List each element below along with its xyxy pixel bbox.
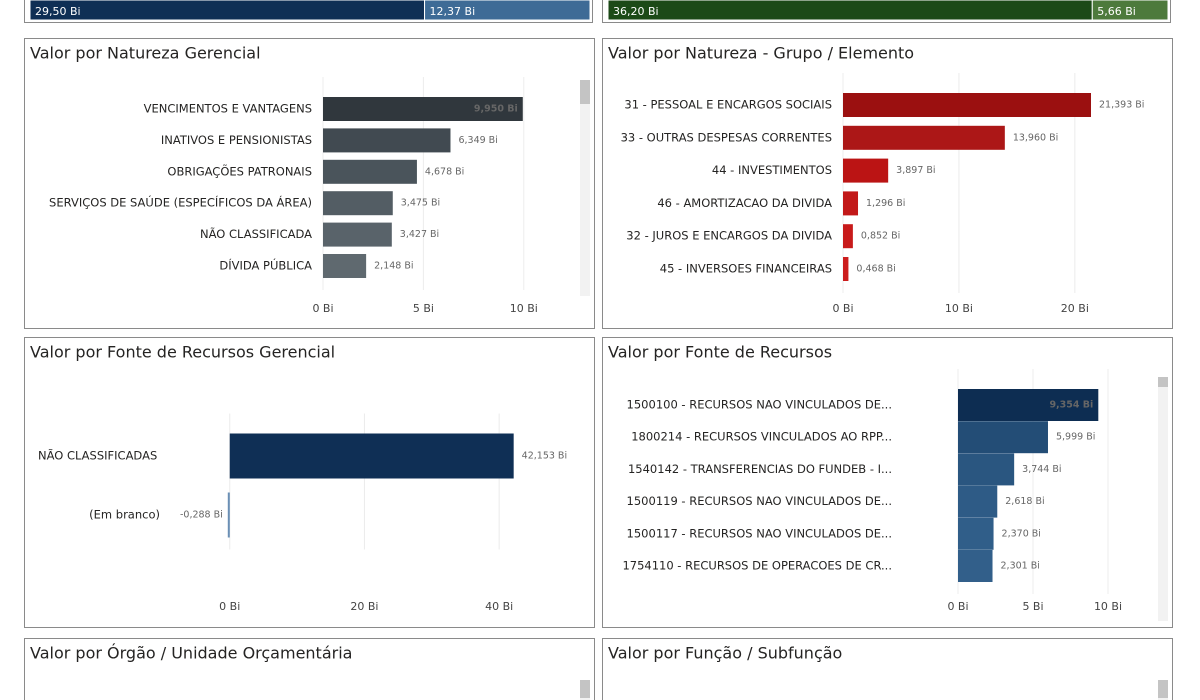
category-label: VENCIMENTOS E VANTAGENS	[144, 102, 312, 116]
value-label: 36,20 Bi	[613, 5, 659, 18]
category-label: 45 - INVERSOES FINANCEIRAS	[660, 262, 832, 276]
bar	[958, 389, 1099, 421]
x-tick-label: 0 Bi	[312, 302, 333, 315]
bar	[958, 421, 1048, 454]
x-tick-label: 40 Bi	[485, 600, 513, 613]
bar	[958, 550, 993, 582]
value-label: 13,960 Bi	[1013, 132, 1058, 143]
category-label: 1800214 - RECURSOS VINCULADOS AO RPP...	[631, 430, 892, 444]
x-tick-label: 5 Bi	[1022, 600, 1043, 613]
bar-segment	[607, 0, 1093, 21]
bar	[229, 433, 514, 479]
category-label: 46 - AMORTIZACAO DA DIVIDA	[657, 196, 832, 210]
panel	[602, 638, 1173, 700]
value-label: 21,393 Bi	[1099, 100, 1144, 111]
value-label: 3,427 Bi	[400, 229, 439, 240]
value-label: 3,897 Bi	[896, 165, 935, 176]
x-tick-label: 10 Bi	[1094, 600, 1122, 613]
value-label: 0,852 Bi	[861, 231, 900, 242]
value-label: 12,37 Bi	[430, 5, 476, 18]
value-label: 6,349 Bi	[458, 135, 497, 146]
category-label: 44 - INVESTIMENTOS	[712, 163, 832, 177]
value-label: 3,744 Bi	[1022, 464, 1061, 475]
bar	[323, 159, 417, 184]
category-label: 1754110 - RECURSOS DE OPERACOES DE CR...	[622, 559, 892, 573]
x-tick-label: 10 Bi	[945, 302, 973, 315]
bar	[323, 222, 392, 247]
category-label: 1500100 - RECURSOS NAO VINCULADOS DE...	[627, 398, 892, 412]
category-label: 1500119 - RECURSOS NAO VINCULADOS DE...	[627, 494, 892, 508]
bar	[323, 97, 523, 121]
bar	[843, 93, 1092, 117]
category-label: 1540142 - TRANSFERENCIAS DO FUNDEB - I..…	[628, 462, 892, 476]
value-label: 4,678 Bi	[425, 166, 464, 177]
category-label: INATIVOS E PENSIONISTAS	[161, 133, 312, 147]
bar	[958, 517, 994, 550]
panel	[24, 638, 595, 700]
bar	[958, 485, 998, 518]
value-label: 5,66 Bi	[1097, 5, 1136, 18]
scroll-thumb	[580, 680, 590, 698]
bar	[227, 492, 230, 538]
value-label: 2,301 Bi	[1001, 561, 1040, 572]
bar	[958, 453, 1015, 486]
scroll-thumb	[580, 80, 590, 104]
category-label: NÃO CLASSIFICADAS	[38, 448, 157, 463]
value-label: 5,999 Bi	[1056, 432, 1095, 443]
x-tick-label: 20 Bi	[1061, 302, 1089, 315]
bar	[843, 224, 853, 249]
value-label: 29,50 Bi	[35, 5, 81, 18]
category-label: 1500117 - RECURSOS NAO VINCULADOS DE...	[627, 526, 892, 540]
panel	[24, 38, 595, 329]
value-label: 1,296 Bi	[866, 198, 905, 209]
value-label: 2,618 Bi	[1005, 496, 1044, 507]
panel-title: Valor por Natureza - Grupo / Elemento	[608, 44, 914, 63]
category-label: SERVIÇOS DE SAÚDE (ESPECÍFICOS DA ÁREA)	[49, 195, 312, 210]
panel	[602, 337, 1173, 628]
x-tick-label: 5 Bi	[413, 302, 434, 315]
scroll-thumb	[1158, 680, 1168, 698]
bar	[323, 128, 451, 153]
panel-title: Valor por Órgão / Unidade Orçamentária	[30, 644, 352, 663]
category-label: (Em branco)	[89, 508, 160, 522]
x-tick-label: 0 Bi	[832, 302, 853, 315]
value-label: 3,475 Bi	[401, 198, 440, 209]
value-label: 9,354 Bi	[1049, 400, 1093, 411]
category-label: 33 - OUTRAS DESPESAS CORRENTES	[621, 130, 832, 144]
bar	[323, 254, 367, 278]
x-tick-label: 0 Bi	[219, 600, 240, 613]
value-label: -0,288 Bi	[180, 510, 223, 521]
scrollbar	[580, 80, 590, 296]
value-label: 42,153 Bi	[522, 451, 567, 462]
category-label: 31 - PESSOAL E ENCARGOS SOCIAIS	[624, 98, 832, 112]
value-label: 2,370 Bi	[1002, 528, 1041, 539]
bar	[843, 158, 889, 183]
panel-title: Valor por Função / Subfunção	[608, 644, 842, 663]
category-label: 32 - JUROS E ENCARGOS DA DIVIDA	[626, 229, 832, 243]
x-tick-label: 20 Bi	[350, 600, 378, 613]
value-label: 9,950 Bi	[474, 104, 518, 115]
panel-title: Valor por Fonte de Recursos Gerencial	[30, 343, 335, 362]
bar	[323, 191, 393, 216]
value-label: 0,468 Bi	[856, 264, 895, 275]
x-tick-label: 10 Bi	[510, 302, 538, 315]
bar	[843, 125, 1005, 150]
bar-segment	[1091, 0, 1169, 21]
value-label: 2,148 Bi	[374, 261, 413, 272]
category-label: OBRIGAÇÕES PATRONAIS	[167, 163, 312, 178]
bar-segment	[424, 0, 591, 21]
scroll-thumb	[1158, 377, 1168, 387]
scrollbar	[1158, 377, 1168, 621]
category-label: NÃO CLASSIFICADA	[200, 226, 312, 241]
bar-segment	[29, 0, 426, 21]
x-tick-label: 0 Bi	[947, 600, 968, 613]
panel	[602, 38, 1173, 329]
bar	[843, 191, 859, 216]
panel-title: Valor por Natureza Gerencial	[30, 44, 261, 63]
bar	[843, 257, 849, 281]
category-label: DÍVIDA PÚBLICA	[219, 258, 312, 273]
panel	[24, 337, 595, 628]
panel-title: Valor por Fonte de Recursos	[608, 343, 832, 362]
